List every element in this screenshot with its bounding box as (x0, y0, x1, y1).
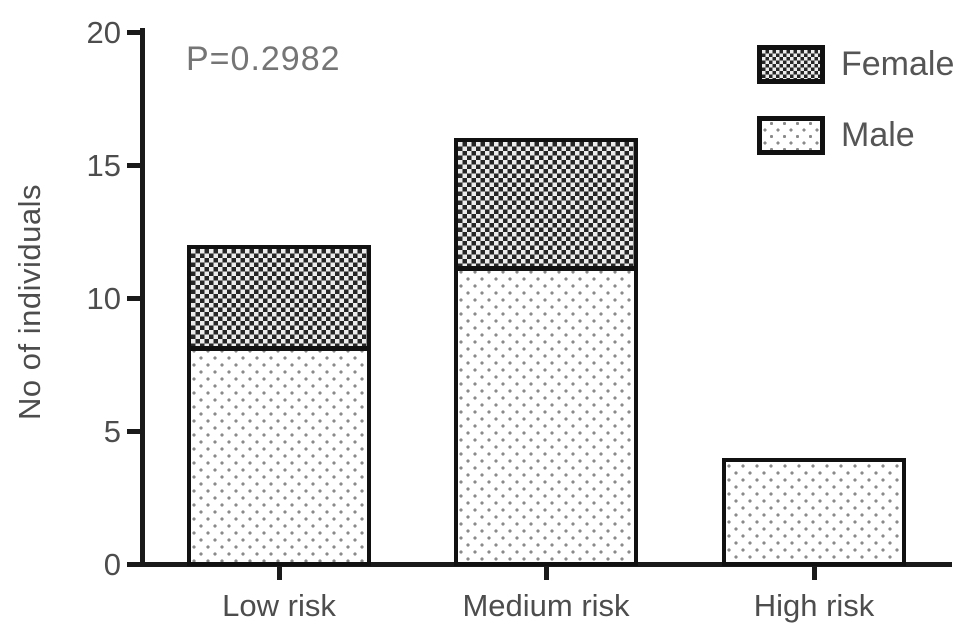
y-axis-title: No of individuals (12, 184, 47, 420)
x-category-label: High risk (753, 588, 875, 623)
legend: Female Male (757, 45, 954, 187)
y-tick-mark (127, 30, 141, 35)
y-tick-mark (127, 296, 141, 301)
female-pattern-swatch (757, 45, 825, 84)
x-category-label: Low risk (222, 588, 336, 623)
bar-medium-risk (454, 138, 638, 566)
legend-label-male: Male (841, 116, 915, 154)
y-tick-mark (127, 163, 141, 168)
y-tick-label: 0 (103, 547, 121, 582)
y-tick-label: 10 (86, 281, 121, 316)
x-tick-mark (812, 567, 817, 580)
legend-item-male: Male (757, 116, 954, 155)
y-tick-mark (127, 429, 141, 434)
x-tick-mark (544, 567, 549, 580)
male-pattern-swatch (757, 116, 825, 155)
female-segment-low-risk (191, 248, 367, 352)
y-axis-line (140, 28, 145, 567)
bar-high-risk (722, 457, 906, 566)
y-tick-mark (127, 562, 141, 567)
x-category-label: Medium risk (462, 588, 630, 623)
y-tick-label: 15 (86, 148, 121, 183)
p-value-annotation: P=0.2982 (186, 40, 341, 78)
y-tick-label: 20 (86, 15, 121, 50)
female-segment-medium-risk (458, 142, 634, 272)
legend-item-female: Female (757, 45, 954, 84)
bar-low-risk (187, 244, 371, 566)
y-tick-label: 5 (103, 414, 121, 449)
legend-label-female: Female (841, 45, 955, 83)
x-tick-mark (277, 567, 282, 580)
